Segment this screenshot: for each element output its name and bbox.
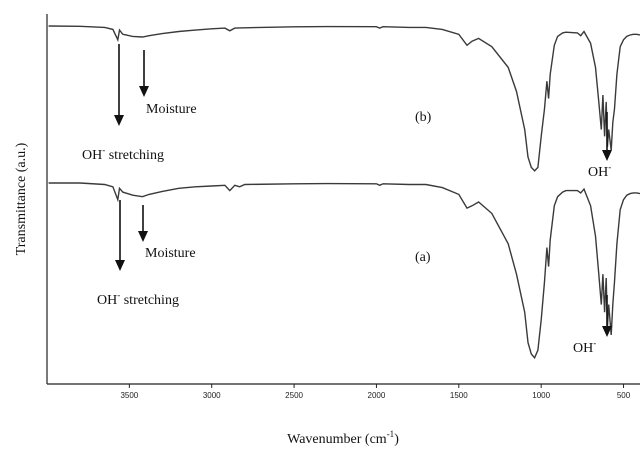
moisture-arrowhead-b <box>139 86 149 97</box>
x-tick-label: 3000 <box>203 391 221 400</box>
oh-stretch-arrowhead-b <box>114 115 124 126</box>
moisture-label-b: Moisture <box>146 102 197 117</box>
series-b-line <box>48 25 640 172</box>
oh-bend-label-a: OH- <box>573 338 596 356</box>
x-tick-label: 1000 <box>532 391 550 400</box>
x-ticks: 3500 3000 2500 2000 1500 1000 500 <box>120 384 631 400</box>
series-label-a: (a) <box>415 250 431 265</box>
oh-bend-arrowhead-b <box>602 150 612 161</box>
series-a-annotations: Moisture (a) OH- stretching OH- <box>97 200 612 356</box>
x-tick-label: 1500 <box>450 391 468 400</box>
x-tick-label: 2500 <box>285 391 303 400</box>
series-label-b: (b) <box>415 110 432 125</box>
x-tick-label: 2000 <box>368 391 386 400</box>
moisture-label-a: Moisture <box>145 246 196 261</box>
series-a-line <box>48 182 640 360</box>
oh-stretch-label-b: OH- stretching <box>82 145 164 163</box>
x-axis-label: Wavenumber (cm-1) <box>287 429 399 447</box>
oh-stretch-label-a: OH- stretching <box>97 290 179 308</box>
oh-bend-label-b: OH- <box>588 162 611 180</box>
oh-stretch-arrowhead-a <box>115 260 125 271</box>
series-b-annotations: Moisture (b) OH- stretching OH- <box>82 44 612 180</box>
x-tick-label: 3500 <box>120 391 138 400</box>
oh-bend-arrowhead-a <box>602 326 612 337</box>
x-tick-label: 500 <box>617 391 631 400</box>
moisture-arrowhead-a <box>138 231 148 242</box>
y-axis-label: Transmittance (a.u.) <box>14 142 29 255</box>
